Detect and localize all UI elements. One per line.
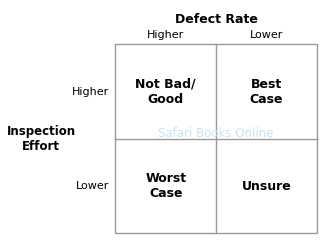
- Text: Higher: Higher: [72, 87, 109, 97]
- Text: Defect Rate: Defect Rate: [175, 13, 257, 26]
- Text: Unsure: Unsure: [241, 180, 292, 193]
- Text: Lower: Lower: [250, 30, 283, 40]
- Text: Higher: Higher: [147, 30, 184, 40]
- Text: Not Bad/
Good: Not Bad/ Good: [136, 78, 196, 106]
- Text: Safari Books Online: Safari Books Online: [158, 127, 274, 141]
- Text: Worst
Case: Worst Case: [145, 172, 186, 200]
- Text: Inspection
Effort: Inspection Effort: [6, 125, 76, 153]
- Text: Lower: Lower: [75, 181, 109, 191]
- Bar: [115, 44, 317, 233]
- Text: Best
Case: Best Case: [250, 78, 283, 106]
